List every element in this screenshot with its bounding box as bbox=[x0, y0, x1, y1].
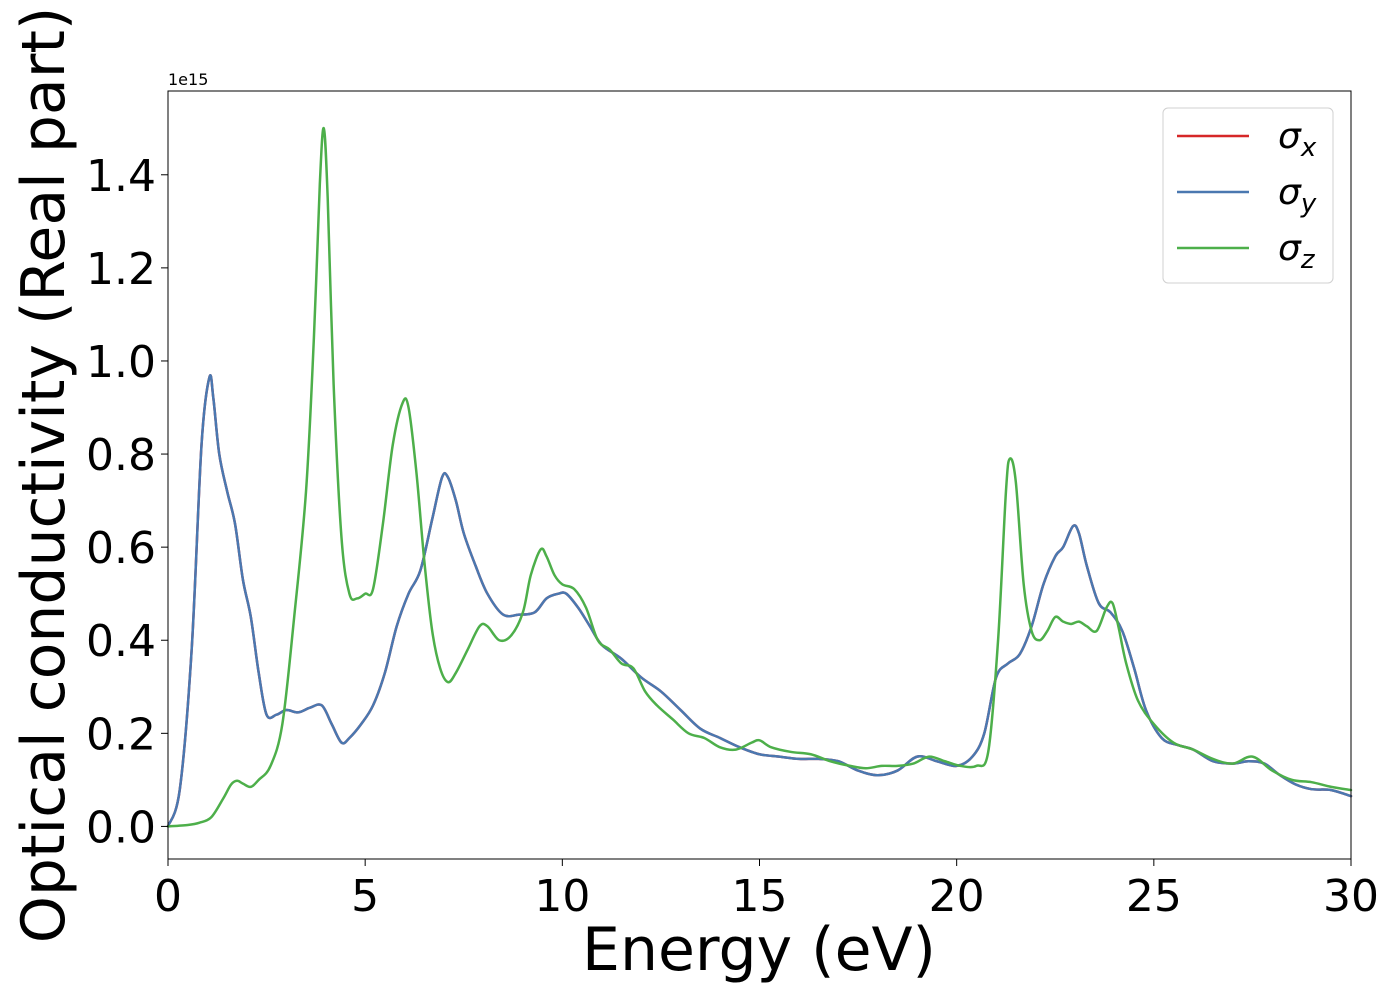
x-tick-label: 20 bbox=[929, 871, 985, 922]
series-line-x bbox=[166, 374, 1353, 828]
y-tick-label: 0.4 bbox=[86, 616, 156, 667]
x-axis-title: Energy (eV) bbox=[582, 915, 936, 985]
x-tick-label: 0 bbox=[154, 871, 182, 922]
y-tick-label: 0.6 bbox=[86, 523, 156, 574]
x-axis: 0 5 10 15 20 25 30 bbox=[154, 859, 1379, 922]
x-tick-label: 15 bbox=[732, 871, 788, 922]
y-tick-label: 1.2 bbox=[86, 244, 156, 295]
x-tick-label: 30 bbox=[1323, 871, 1379, 922]
y-axis: 0.0 0.2 0.4 0.6 0.8 1.0 1.2 1.4 bbox=[86, 151, 168, 853]
x-tick-label: 10 bbox=[534, 871, 590, 922]
legend-label-z: σz bbox=[1278, 228, 1316, 275]
y-tick-label: 0.0 bbox=[86, 802, 156, 853]
series-line-z bbox=[166, 126, 1353, 828]
y-tick-label: 1.4 bbox=[86, 151, 156, 202]
legend-label-x: σx bbox=[1278, 116, 1317, 163]
legend: σx σy σz bbox=[1162, 107, 1334, 284]
y-tick-label: 1.0 bbox=[86, 337, 156, 388]
legend-label-y: σy bbox=[1278, 172, 1317, 219]
x-tick-label: 5 bbox=[351, 871, 379, 922]
y-tick-label: 0.8 bbox=[86, 430, 156, 481]
offset-text: 1e15 bbox=[168, 70, 208, 89]
y-tick-label: 0.2 bbox=[86, 709, 156, 760]
legend-box bbox=[1162, 107, 1334, 284]
x-tick-label: 25 bbox=[1126, 871, 1182, 922]
series-layer bbox=[166, 126, 1353, 828]
y-axis-title: Optical conductivity (Real part) bbox=[9, 7, 79, 944]
series-line-y bbox=[166, 374, 1353, 828]
